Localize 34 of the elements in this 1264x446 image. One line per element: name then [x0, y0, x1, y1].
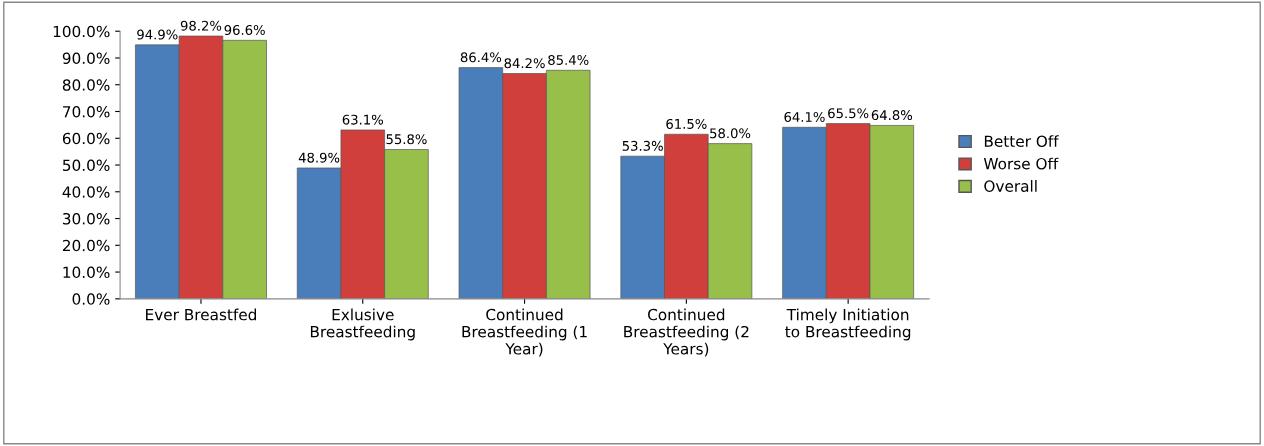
y-tick-label: 70.0% [63, 105, 110, 118]
data-label: 98.2% [180, 20, 222, 31]
data-label: 64.8% [871, 110, 913, 121]
legend-label: Better Off [984, 135, 1059, 148]
y-tick-label: 20.0% [62, 239, 110, 252]
y-tick-label: 80.0% [62, 79, 110, 91]
data-label: 48.9% [298, 152, 340, 163]
data-label: 55.8% [386, 134, 427, 145]
data-label: 65.5% [828, 108, 869, 119]
y-tick-label: 30.0% [62, 213, 110, 225]
x-tick-label: Continued Breastfeeding (1 Year) [462, 308, 587, 357]
y-tick-label: 60.0% [62, 132, 110, 145]
y-tick-label: 100.0% [53, 25, 110, 38]
y-tick-label: 0.0% [72, 293, 110, 305]
legend-label: Overall [984, 180, 1037, 192]
legend-label: Worse Off [983, 157, 1059, 170]
data-label: 63.1% [342, 114, 383, 125]
y-tick-label: 50.0% [63, 159, 110, 172]
data-label: 85.4% [548, 54, 589, 65]
y-tick-label: 10.0% [63, 266, 110, 279]
data-label: 61.5% [666, 118, 707, 129]
data-label: 96.6% [224, 25, 265, 35]
x-tick-label: Continued Breastfeeding (2 Years) [624, 308, 749, 357]
x-tick-label: Exlusive Breastfeeding [310, 308, 415, 341]
data-label: 84.2% [504, 58, 545, 69]
x-tick-label: Ever Breastfed [146, 308, 256, 321]
data-label: 94.9% [137, 29, 178, 40]
data-label: 64.1% [784, 111, 825, 122]
y-tick-label: 90.0% [62, 52, 110, 64]
y-tick-label: 40.0% [62, 186, 110, 198]
data-label: 58.0% [710, 128, 751, 139]
data-label: 86.4% [460, 52, 502, 63]
x-tick-label: Timely Initiation to Breastfeeding [785, 308, 911, 341]
data-label: 53.3% [622, 140, 663, 151]
